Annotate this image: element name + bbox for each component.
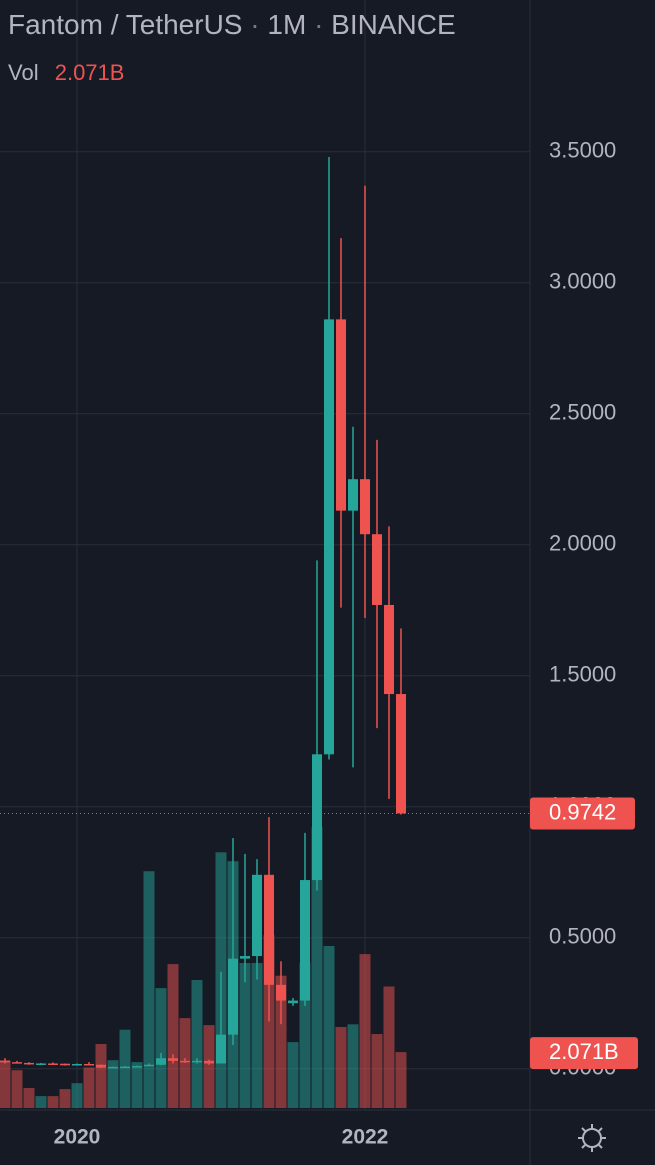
candle-body xyxy=(156,1058,166,1065)
candle-body xyxy=(264,874,274,985)
volume-bar xyxy=(11,1070,23,1108)
settings-icon[interactable] xyxy=(578,1124,606,1152)
volume-value: 2.071B xyxy=(55,60,125,85)
y-tick-label: 0.5000 xyxy=(549,924,616,949)
volume-bar xyxy=(59,1089,71,1108)
separator: · xyxy=(250,9,267,40)
volume-bar xyxy=(323,946,335,1108)
candle-body xyxy=(252,874,262,957)
chart-header: Fantom / TetherUS · 1M · BINANCE xyxy=(8,9,456,40)
x-tick-label: 2022 xyxy=(342,1126,389,1149)
candle-body xyxy=(276,984,286,1001)
volume-bar xyxy=(119,1029,131,1108)
candle-body xyxy=(48,1063,58,1065)
volume-bar xyxy=(335,1027,347,1108)
volume-bar xyxy=(347,1024,359,1108)
candle-body xyxy=(360,479,370,535)
volume-bar xyxy=(287,1042,299,1108)
candle-body xyxy=(240,956,250,959)
volume-bar xyxy=(299,963,311,1108)
candle-body xyxy=(336,319,346,511)
volume-bar xyxy=(95,1044,107,1108)
volume-bar xyxy=(395,1052,407,1108)
y-tick-label: 3.5000 xyxy=(549,138,616,163)
candle-body xyxy=(396,694,406,814)
exchange: BINANCE xyxy=(331,9,455,40)
candle-body xyxy=(24,1062,34,1065)
candle-body xyxy=(168,1058,178,1061)
volume-bar xyxy=(107,1060,119,1108)
last-price-label: 0.9742 xyxy=(549,799,616,824)
candle-body xyxy=(120,1066,130,1069)
volume-bar xyxy=(191,980,203,1108)
volume-bar xyxy=(239,963,251,1108)
volume-bar xyxy=(143,871,155,1108)
y-tick-label: 1.5000 xyxy=(549,662,616,687)
volume-bar xyxy=(167,964,179,1108)
candle-body xyxy=(204,1060,214,1064)
candle-body xyxy=(84,1063,94,1066)
candle-body xyxy=(348,479,358,511)
candle-body xyxy=(180,1060,190,1063)
candle-body xyxy=(216,1034,226,1064)
x-tick-label: 2020 xyxy=(54,1126,101,1149)
y-tick-label: 3.0000 xyxy=(549,269,616,294)
volume-bar xyxy=(371,1034,383,1108)
last-volume-label: 2.071B xyxy=(549,1039,619,1064)
separator: · xyxy=(314,9,331,40)
y-tick-label: 2.0000 xyxy=(549,531,616,556)
interval: 1M xyxy=(267,9,306,40)
plot xyxy=(0,0,530,1110)
candle-body xyxy=(192,1060,202,1063)
candle-body xyxy=(384,604,394,695)
volume-bar xyxy=(131,1062,143,1108)
volume-bar xyxy=(179,1018,191,1108)
candle-body xyxy=(96,1064,106,1068)
volume-bar xyxy=(155,988,167,1108)
candle-body xyxy=(288,1000,298,1004)
volume-bar xyxy=(359,954,371,1108)
volume-bar xyxy=(35,1096,47,1108)
volume-bar xyxy=(251,963,263,1108)
candle-body xyxy=(228,958,238,1035)
last-price-box xyxy=(530,797,635,830)
candle-body xyxy=(108,1066,118,1069)
symbol: Fantom / TetherUS xyxy=(8,9,242,40)
candle-body xyxy=(60,1063,70,1066)
candle-body xyxy=(132,1066,142,1068)
candle-body xyxy=(72,1063,82,1066)
volume-bar xyxy=(83,1067,95,1108)
volume-legend: Vol 2.071B xyxy=(8,60,124,85)
volume-bar xyxy=(0,1060,11,1108)
last-volume-box xyxy=(530,1037,638,1070)
candle-body xyxy=(0,1060,10,1063)
volume-bar xyxy=(23,1088,35,1108)
volume-bar xyxy=(203,1025,215,1108)
volume-bar xyxy=(263,935,275,1108)
candle-body xyxy=(36,1063,46,1065)
candle-body xyxy=(300,880,310,1001)
volume-bar xyxy=(383,986,395,1108)
volume-bar xyxy=(71,1083,83,1108)
candle-body xyxy=(12,1062,22,1064)
volume-bar xyxy=(311,827,323,1108)
volume-name: Vol xyxy=(8,60,39,85)
candle-body xyxy=(324,319,334,755)
candle-body xyxy=(144,1064,154,1067)
candle-body xyxy=(372,534,382,605)
volume-bar xyxy=(47,1096,59,1108)
candle-body xyxy=(312,754,322,881)
volume-bar xyxy=(275,975,287,1108)
y-tick-label: 2.5000 xyxy=(549,400,616,425)
